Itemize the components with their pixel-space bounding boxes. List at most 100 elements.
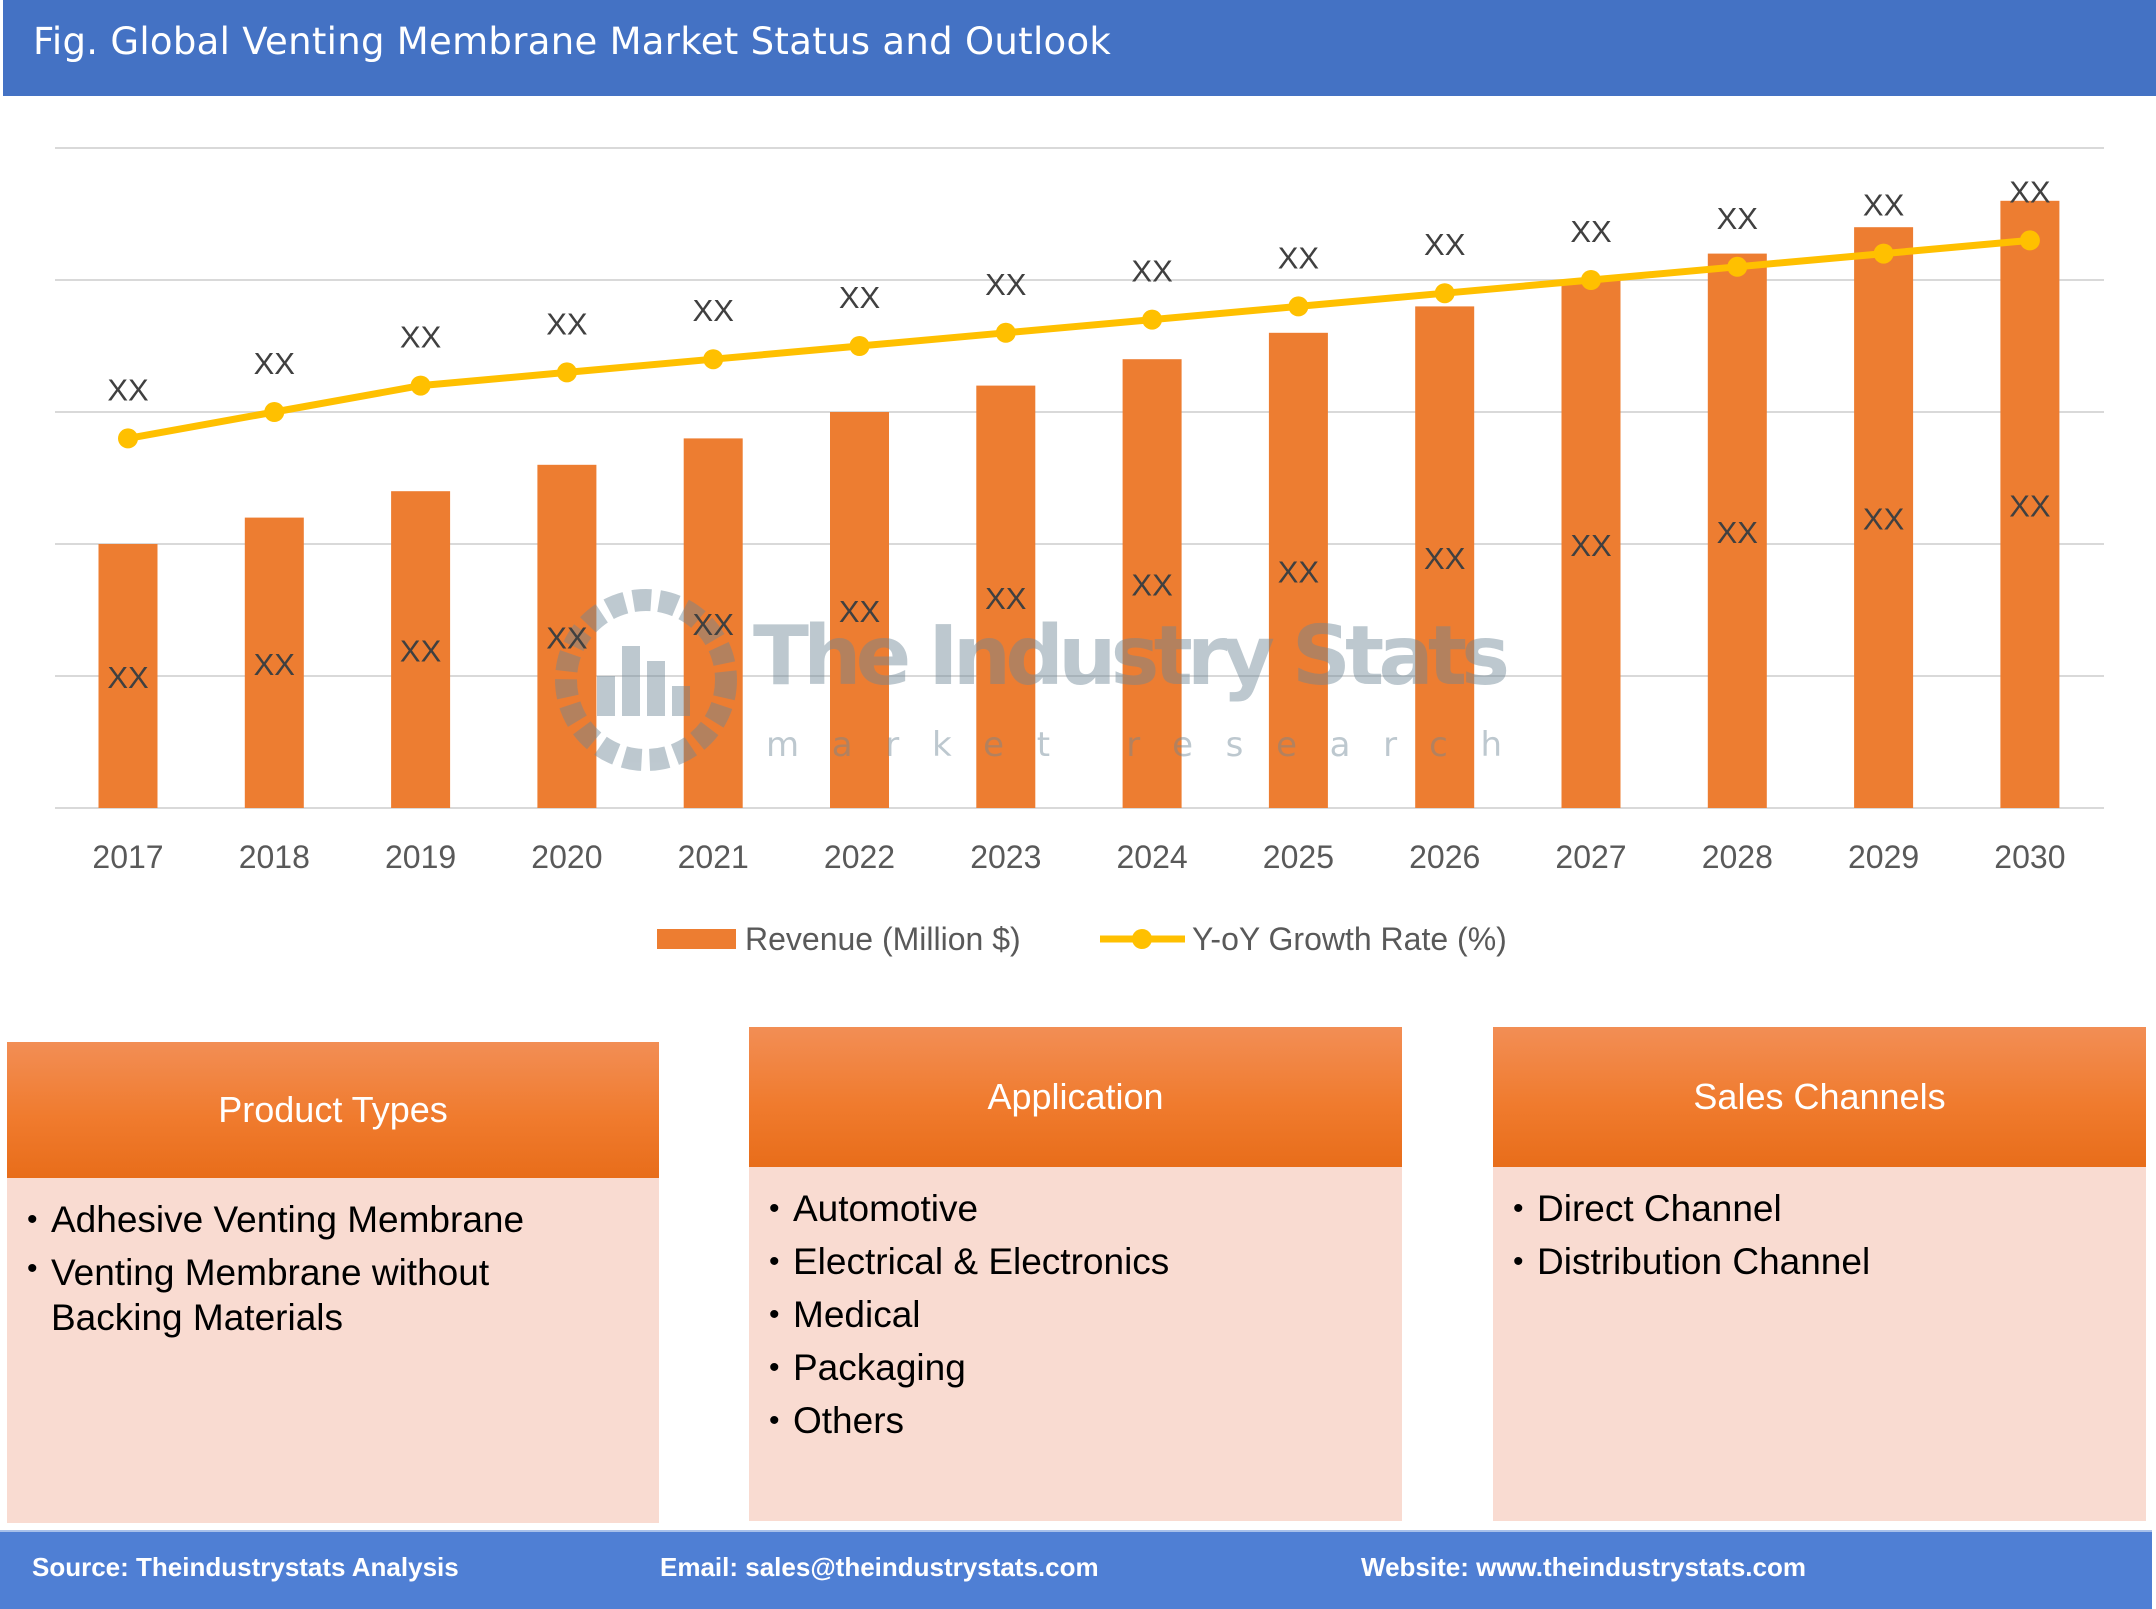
growth-point-2020 <box>556 362 577 383</box>
line-data-label: XX <box>1717 201 1759 236</box>
bar-data-label: XX <box>985 581 1027 616</box>
building-icon <box>672 686 690 716</box>
line-data-label: XX <box>2009 174 2051 209</box>
bar-data-label: XX <box>1717 515 1759 550</box>
bar-data-label: XX <box>107 660 149 695</box>
bar-data-label: XX <box>254 647 296 682</box>
bar-2020 <box>537 464 597 808</box>
line-data-label: XX <box>1278 240 1320 275</box>
bar-data-label: XX <box>1131 568 1173 603</box>
x-tick-label: 2026 <box>1409 839 1480 875</box>
page-title: Fig. Global Venting Membrane Market Stat… <box>33 20 1112 63</box>
bar-data-label: XX <box>1570 528 1612 563</box>
bar-data-label: XX <box>546 620 588 655</box>
growth-point-2026 <box>1434 283 1455 304</box>
building-icon <box>622 646 640 716</box>
bar-2017 <box>98 544 158 808</box>
growth-point-2023 <box>995 322 1016 343</box>
footer-source: Source: Theindustrystats Analysis <box>32 1552 459 1582</box>
growth-point-2019 <box>410 375 431 396</box>
bar-2030 <box>2000 200 2060 809</box>
line-data-label: XX <box>1863 188 1905 223</box>
x-tick-label: 2022 <box>824 839 895 875</box>
bar-2028 <box>1707 253 1767 809</box>
application-box: Application Automotive Electrical & Elec… <box>749 1027 1402 1521</box>
footer: Source: Theindustrystats Analysis Email:… <box>0 1530 2152 1609</box>
product-types-list: Adhesive Venting Membrane Venting Membra… <box>27 1193 649 1340</box>
x-tick-label: 2027 <box>1555 839 1626 875</box>
application-list: Automotive Electrical & Electronics Medi… <box>769 1182 1392 1447</box>
footer-website[interactable]: Website: www.theindustrystats.com <box>1361 1552 1806 1582</box>
sales-channels-header: Sales Channels <box>1493 1027 2146 1167</box>
x-tick-label: 2020 <box>531 839 602 875</box>
x-tick-label: 2023 <box>970 839 1041 875</box>
x-tick-label: 2025 <box>1263 839 1334 875</box>
line-data-label: XX <box>693 293 735 328</box>
sales-channels-box: Sales Channels Direct Channel Distributi… <box>1493 1027 2146 1521</box>
line-data-label: XX <box>839 280 881 315</box>
line-data-label: XX <box>400 320 442 355</box>
legend-marker-growth <box>1132 929 1152 949</box>
bar-2026 <box>1415 306 1475 808</box>
x-tick-label: 2028 <box>1702 839 1773 875</box>
x-tick-label: 2018 <box>239 839 310 875</box>
product-types-box: Product Types Adhesive Venting Membrane … <box>7 1042 659 1523</box>
bar-2022 <box>830 412 889 808</box>
bar-2025 <box>1268 332 1328 808</box>
line-data-label: XX <box>254 346 296 381</box>
sales-channels-list: Direct Channel Distribution Channel <box>1513 1182 2136 1288</box>
bar-data-label: XX <box>400 634 442 669</box>
bar-data-label: XX <box>693 607 735 642</box>
list-item: Packaging <box>769 1341 1392 1394</box>
growth-point-2029 <box>1873 243 1894 264</box>
title-bar: Fig. Global Venting Membrane Market Stat… <box>3 0 2156 96</box>
list-item: Distribution Channel <box>1513 1235 2136 1288</box>
bar-data-label: XX <box>839 594 881 629</box>
product-types-header: Product Types <box>7 1042 659 1178</box>
legend-label-growth: Y-oY Growth Rate (%) <box>1192 921 1507 957</box>
x-tick-label: 2017 <box>92 839 163 875</box>
bar-data-label: XX <box>1424 541 1466 576</box>
growth-point-2030 <box>2019 230 2040 251</box>
bar-2023 <box>976 385 1036 808</box>
line-data-label: XX <box>1570 214 1612 249</box>
x-tick-label: 2024 <box>1117 839 1188 875</box>
x-tick-label: 2019 <box>385 839 456 875</box>
legend-swatch-revenue <box>657 929 736 949</box>
line-data-label: XX <box>546 306 588 341</box>
building-icon <box>647 661 665 716</box>
bar-data-label: XX <box>1863 502 1905 537</box>
list-item: Venting Membrane without Backing Materia… <box>27 1246 571 1340</box>
x-tick-label: 2021 <box>678 839 749 875</box>
gear-icon <box>555 589 737 771</box>
bar-2021 <box>683 438 743 808</box>
list-item: Electrical & Electronics <box>769 1235 1392 1288</box>
line-data-label: XX <box>1131 254 1173 289</box>
list-item: Adhesive Venting Membrane <box>27 1193 649 1246</box>
footer-email[interactable]: Email: sales@theindustrystats.com <box>660 1552 1099 1582</box>
application-header: Application <box>749 1027 1402 1167</box>
line-data-label: XX <box>985 267 1027 302</box>
growth-point-2025 <box>1288 296 1309 317</box>
growth-point-2027 <box>1581 270 1601 290</box>
bar-data-label: XX <box>1278 554 1320 589</box>
growth-point-2028 <box>1727 256 1748 277</box>
list-item: Direct Channel <box>1513 1182 2136 1235</box>
growth-point-2018 <box>264 402 285 422</box>
growth-line <box>127 236 2031 442</box>
list-item: Automotive <box>769 1182 1392 1235</box>
x-tick-label: 2030 <box>1994 839 2065 875</box>
legend-label-revenue: Revenue (Million $) <box>745 921 1021 957</box>
line-data-label: XX <box>1424 227 1466 262</box>
bar-2029 <box>1854 227 1914 808</box>
line-data-label: XX <box>107 372 149 407</box>
growth-point-2024 <box>1142 309 1163 330</box>
bar-2024 <box>1122 359 1182 808</box>
growth-point-2021 <box>703 349 724 370</box>
growth-point-2022 <box>849 336 870 356</box>
list-item: Others <box>769 1394 1392 1447</box>
bar-data-label: XX <box>2009 488 2051 523</box>
bar-2027 <box>1561 280 1621 808</box>
building-icon <box>597 676 615 716</box>
